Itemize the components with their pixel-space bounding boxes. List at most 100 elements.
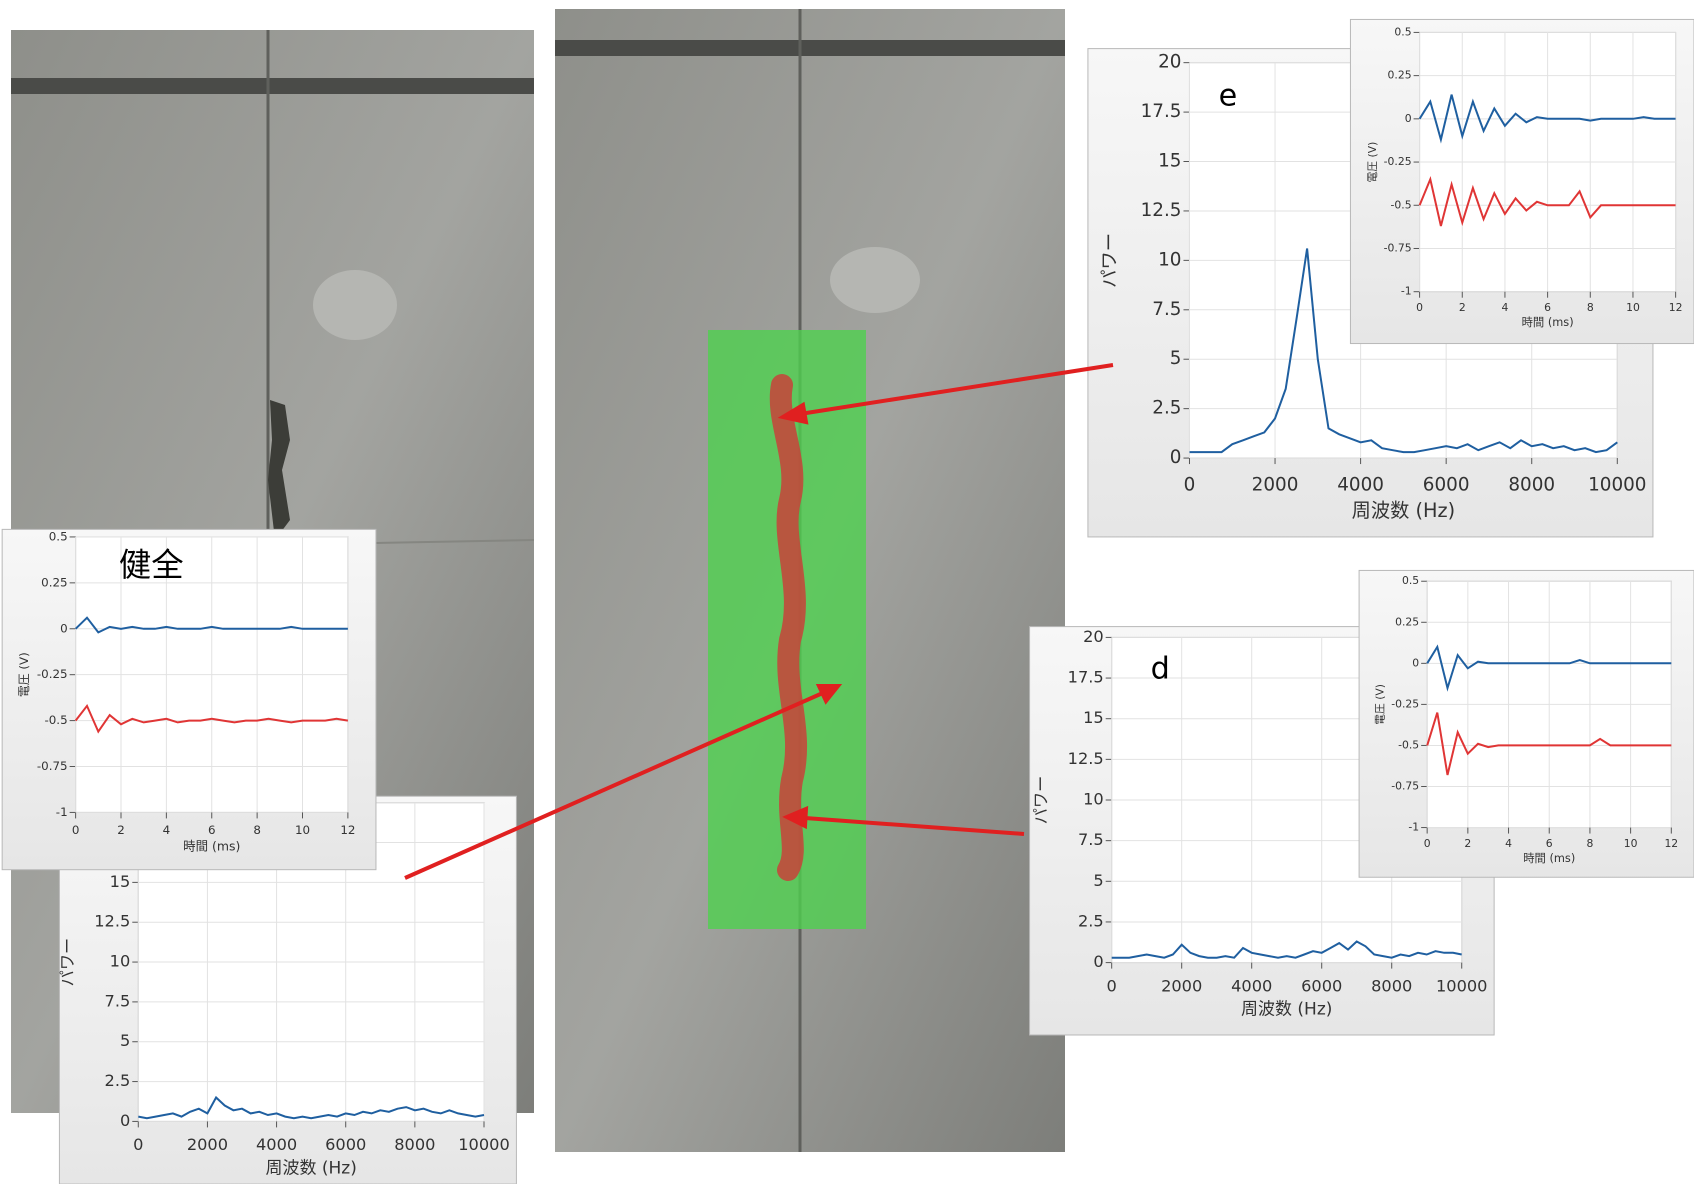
y-tick-label: 0.25 (1395, 615, 1419, 628)
x-tick-label: 0 (1184, 475, 1196, 496)
y-axis-label: 電圧 (V) (1366, 142, 1379, 183)
y-axis-label: パワー (1032, 776, 1051, 825)
chart-title: d (1151, 651, 1170, 686)
y-tick-label: 10 (1083, 790, 1104, 809)
x-tick-label: 6000 (1301, 976, 1342, 995)
x-tick-label: 10 (1624, 837, 1638, 850)
y-axis-label: パワー (58, 938, 77, 987)
data-line (74, 616, 348, 634)
x-axis-label: 時間 (ms) (1523, 851, 1575, 865)
x-tick-label: 8000 (1371, 976, 1412, 995)
chart-panel: 0.5 0.25 0 -0.25 -0.5 -0.75 -1 0 2 4 6 8 10 12 時間 (ms)… (1349, 18, 1694, 345)
y-tick-label: -0.75 (1384, 241, 1412, 254)
y-tick-label: 10 (110, 952, 131, 971)
data-line (1426, 712, 1672, 776)
y-tick-label: 7.5 (1152, 299, 1181, 320)
y-tick-label: -0.5 (1391, 198, 1412, 211)
y-tick-label: -0.25 (1391, 697, 1419, 710)
data-line (138, 1095, 485, 1120)
x-tick-label: 2 (1459, 301, 1466, 314)
y-tick-label: -0.5 (1398, 738, 1419, 751)
y-tick-label: 7.5 (1078, 830, 1104, 849)
data-line (74, 703, 349, 734)
y-tick-label: -1 (1408, 821, 1419, 834)
y-tick-label: 15 (110, 872, 131, 891)
data-line (1418, 176, 1676, 227)
data-line (1418, 94, 1676, 144)
x-axis-label: 周波数 (Hz) (1352, 499, 1456, 522)
x-tick-label: 12 (1669, 301, 1683, 314)
y-tick-label: 12.5 (1141, 200, 1182, 221)
x-tick-label: 8000 (394, 1135, 435, 1154)
y-tick-label: 2.5 (105, 1071, 131, 1090)
data-line (1189, 248, 1618, 454)
y-tick-label: 15 (1083, 708, 1104, 727)
chart-title: 健全 (119, 546, 184, 584)
y-tick-label: 5 (120, 1031, 130, 1050)
y-tick-label: 5 (1170, 348, 1182, 369)
y-tick-label: 15 (1158, 151, 1181, 172)
x-tick-label: 12 (340, 823, 355, 837)
y-tick-label: 2.5 (1152, 398, 1181, 419)
y-tick-label: -1 (1401, 285, 1412, 298)
y-tick-label: 0 (120, 1111, 130, 1130)
y-tick-label: 7.5 (105, 991, 131, 1010)
y-tick-label: -0.5 (44, 713, 67, 727)
x-tick-label: 0 (72, 823, 80, 837)
x-tick-label: 4 (1502, 301, 1509, 314)
y-tick-label: 0.5 (49, 529, 68, 543)
x-tick-label: 4000 (1231, 976, 1272, 995)
x-tick-label: 0 (133, 1135, 143, 1154)
x-tick-label: 4 (1505, 837, 1512, 850)
x-tick-label: 6 (1546, 837, 1553, 850)
y-tick-label: 20 (1158, 52, 1181, 73)
y-tick-label: 2.5 (1078, 911, 1104, 930)
y-tick-label: 17.5 (1141, 101, 1182, 122)
x-tick-label: 0 (1416, 301, 1423, 314)
photo-center (555, 9, 1065, 1152)
x-tick-label: 2000 (1161, 976, 1202, 995)
x-tick-label: 10000 (1436, 976, 1488, 995)
x-axis-label: 周波数 (Hz) (265, 1158, 356, 1178)
y-tick-label: 0.25 (41, 575, 67, 589)
x-tick-label: 12 (1664, 837, 1678, 850)
y-tick-label: -0.75 (37, 759, 68, 773)
y-axis-label: パワー (1099, 233, 1120, 288)
y-tick-label: 0.5 (1394, 25, 1411, 38)
y-tick-label: 0 (1093, 952, 1103, 971)
x-tick-label: 2 (1464, 837, 1471, 850)
charts: 02.557.51012.51517.520020004000600080001… (1, 18, 1694, 1184)
x-tick-label: 4 (163, 823, 171, 837)
x-tick-label: 6 (208, 823, 216, 837)
y-tick-label: 10 (1158, 249, 1181, 270)
y-tick-label: -0.25 (1384, 155, 1412, 168)
x-tick-label: 0 (1424, 837, 1431, 850)
data-line (1426, 644, 1672, 692)
y-axis-label: 電圧 (V) (17, 652, 31, 697)
y-tick-label: 5 (1093, 871, 1103, 890)
x-axis-label: 時間 (ms) (1522, 315, 1574, 329)
data-line (1111, 940, 1462, 959)
y-tick-label: 0 (1170, 447, 1182, 468)
chart-panel: 0.5 0.25 0 -0.25 -0.5 -0.75 -1 0 2 4 6 8 10 12 時間 (ms)… (1, 528, 377, 871)
x-tick-label: 10000 (458, 1135, 510, 1154)
y-tick-label: -0.75 (1391, 780, 1419, 793)
x-tick-label: 4000 (256, 1135, 297, 1154)
x-tick-label: 4000 (1337, 475, 1384, 496)
y-tick-label: 0.25 (1388, 69, 1412, 82)
x-axis-label: 時間 (ms) (183, 838, 240, 853)
x-tick-label: 0 (1107, 976, 1117, 995)
x-tick-label: 8 (1587, 301, 1594, 314)
x-tick-label: 10 (295, 823, 310, 837)
y-tick-label: -1 (56, 805, 68, 819)
y-tick-label: 12.5 (94, 912, 130, 931)
y-tick-label: 17.5 (1068, 668, 1104, 687)
y-tick-label: -0.25 (37, 667, 68, 681)
x-tick-label: 2 (117, 823, 125, 837)
x-tick-label: 10 (1626, 301, 1640, 314)
chart-title: e (1219, 79, 1238, 114)
x-tick-label: 8 (1586, 837, 1593, 850)
y-tick-label: 0.5 (1402, 574, 1419, 587)
